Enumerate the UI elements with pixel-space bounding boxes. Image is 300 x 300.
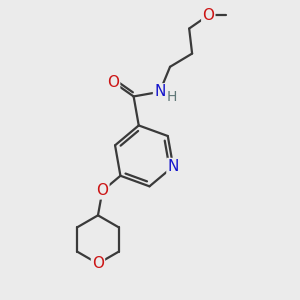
Text: O: O	[96, 183, 108, 198]
Text: N: N	[167, 159, 179, 174]
Text: H: H	[167, 90, 177, 104]
Text: N: N	[154, 84, 165, 99]
Text: O: O	[107, 75, 119, 90]
Text: O: O	[92, 256, 104, 271]
Text: O: O	[202, 8, 214, 23]
